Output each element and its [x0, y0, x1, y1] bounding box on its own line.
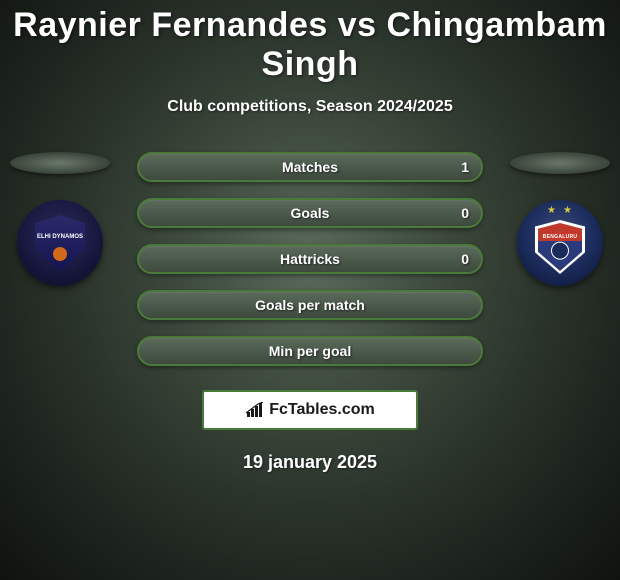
badge-text: BENGALURU: [543, 234, 578, 240]
left-player-placeholder-oval: [10, 152, 110, 174]
page-title: Raynier Fernandes vs Chingambam Singh: [0, 6, 620, 84]
stat-row-goals-per-match: Goals per match: [137, 290, 483, 320]
stat-row-hattricks: Hattricks 0: [137, 244, 483, 274]
stat-value-right: 0: [461, 205, 469, 221]
stats-region: ELHI DYNAMOS Matches 1 Goals 0 Hattricks…: [0, 152, 620, 366]
shield-inner: BENGALURU: [538, 223, 582, 271]
stat-label: Min per goal: [269, 343, 351, 359]
bar-chart-icon: [245, 402, 265, 418]
stat-label: Hattricks: [280, 251, 340, 267]
stars-row: ★ ★: [547, 206, 573, 216]
right-team-badge: ★ ★ BENGALURU: [517, 200, 603, 286]
stat-label: Goals: [291, 205, 330, 221]
stat-value-right: 1: [461, 159, 469, 175]
bengaluru-shield-icon: BENGALURU: [535, 220, 585, 274]
stat-pills: Matches 1 Goals 0 Hattricks 0 Goals per …: [137, 152, 483, 366]
ball-icon: [53, 247, 67, 261]
date-label: 19 january 2025: [243, 452, 377, 473]
stat-row-goals: Goals 0: [137, 198, 483, 228]
brand-text: FcTables.com: [269, 401, 375, 419]
right-player-column: ★ ★ BENGALURU: [510, 152, 610, 286]
right-player-placeholder-oval: [510, 152, 610, 174]
star-icon: ★: [563, 206, 573, 216]
brand-box: FcTables.com: [202, 390, 418, 430]
ball-icon: [551, 242, 569, 260]
infographic-root: Raynier Fernandes vs Chingambam Singh Cl…: [0, 0, 620, 580]
stat-label: Matches: [282, 159, 338, 175]
stat-label: Goals per match: [255, 297, 365, 313]
stat-row-matches: Matches 1: [137, 152, 483, 182]
stat-value-right: 0: [461, 251, 469, 267]
left-team-badge: ELHI DYNAMOS: [17, 200, 103, 286]
stat-row-min-per-goal: Min per goal: [137, 336, 483, 366]
badge-text: ELHI DYNAMOS: [37, 234, 83, 240]
left-player-column: ELHI DYNAMOS: [10, 152, 110, 286]
star-icon: ★: [547, 206, 557, 216]
page-subtitle: Club competitions, Season 2024/2025: [167, 98, 452, 116]
delhi-dynamos-shield-icon: ELHI DYNAMOS: [35, 215, 85, 271]
